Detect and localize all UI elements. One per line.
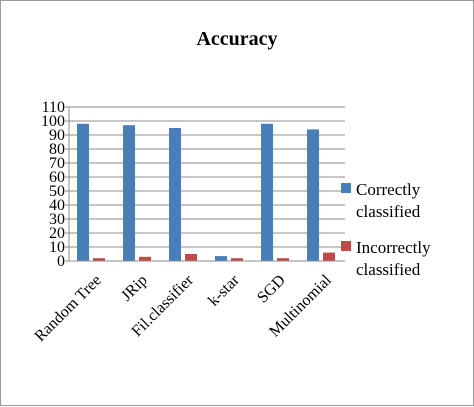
legend-label-1-1: classified [356,260,421,279]
bar-incorrect-2 [185,254,197,261]
y-tick-label: 50 [49,183,65,200]
legend: Correctly classified Incorrectly classified [341,180,431,279]
bar-correct-1 [123,125,135,261]
x-tick-label: JRip [118,272,151,305]
legend-label-1-0: Incorrectly [356,238,431,257]
y-tick-label: 110 [42,99,65,116]
y-tick-label: 30 [49,211,65,228]
bar-correct-0 [77,123,89,261]
y-tick-label: 70 [49,155,65,172]
grid-layer [69,106,345,248]
y-tick-label: 60 [49,169,65,186]
bar-incorrect-5 [323,252,335,261]
bar-correct-2 [169,128,181,261]
y-tick-label: 90 [49,127,65,144]
x-tick-label: SGD [254,272,289,307]
legend-label-0-1: classified [356,202,421,221]
chart-title: Accuracy [196,28,277,50]
legend-swatch-0 [341,183,351,193]
axes [68,107,345,262]
bar-correct-3 [215,256,227,261]
y-tick-label: 40 [49,197,65,214]
x-tick-label: k-star [205,271,243,309]
legend-swatch-1 [341,241,351,251]
y-tick-label: 20 [49,225,65,242]
bar-incorrect-4 [277,258,289,261]
y-tick-label: 100 [41,113,65,130]
y-tick-label: 0 [57,253,65,270]
y-tick-label: 80 [49,141,65,158]
bar-incorrect-3 [231,258,243,261]
x-tick-label: Random Tree [32,272,105,345]
bar-incorrect-0 [93,258,105,261]
bars [77,123,335,261]
legend-label-0-0: Correctly [356,180,421,199]
bar-correct-5 [307,129,319,261]
bar-correct-4 [261,123,273,261]
bar-incorrect-1 [139,256,151,261]
y-tick-label: 10 [49,239,65,256]
